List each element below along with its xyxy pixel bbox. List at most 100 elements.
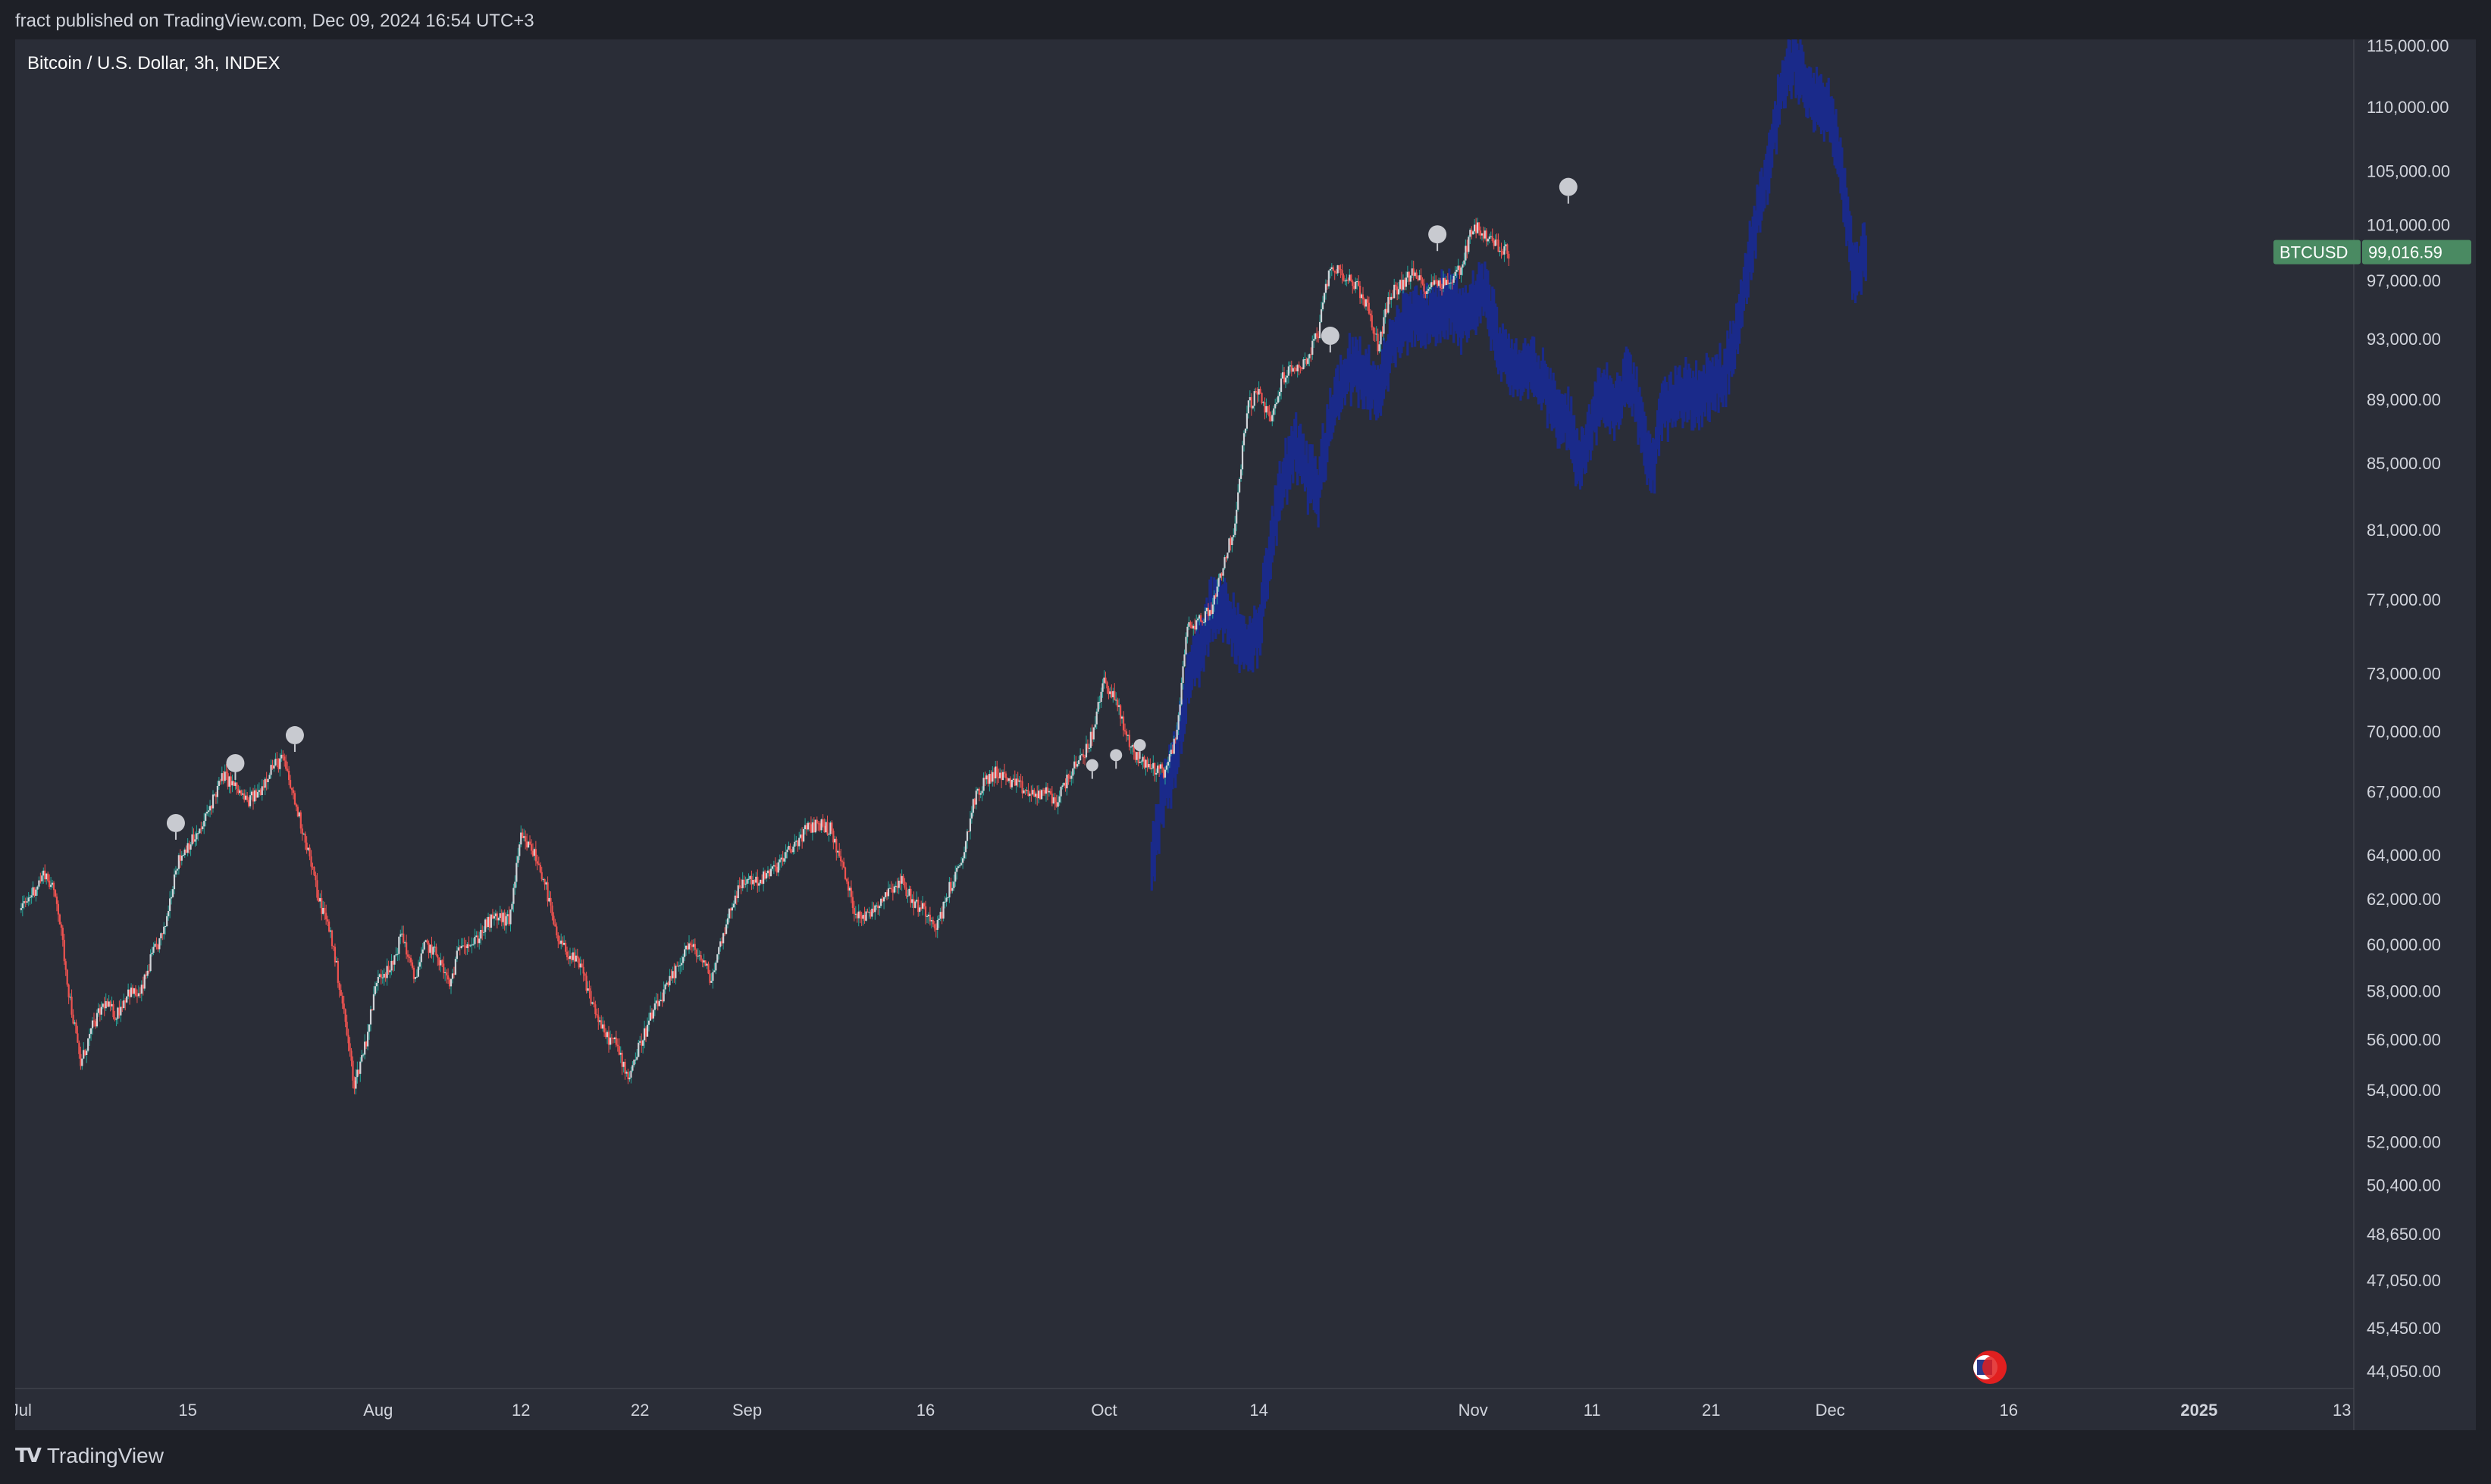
candle-body — [604, 1032, 607, 1038]
candle-body — [428, 942, 430, 953]
candle-body — [673, 971, 675, 978]
candle-body — [1409, 275, 1412, 282]
candle-body — [575, 955, 577, 962]
candle-body — [1255, 391, 1257, 393]
candle-body — [92, 1020, 96, 1022]
candle-body — [959, 865, 961, 867]
candle-body — [606, 1032, 609, 1038]
candle-body — [221, 773, 223, 781]
x-tick-label: 21 — [1702, 1401, 1720, 1420]
candle-body — [890, 888, 892, 890]
candle-body — [771, 866, 773, 869]
candle-body — [515, 863, 518, 882]
price-chart[interactable]: 115,000.00 110,000.00 105,000.00 101,000.00… — [15, 39, 2476, 1430]
candle-body — [206, 812, 208, 814]
candle-body — [1228, 538, 1230, 553]
candle-body — [1152, 762, 1155, 769]
candle-body — [684, 949, 686, 957]
candle-body — [1350, 274, 1352, 281]
candle-body — [939, 912, 942, 919]
candle-body — [779, 859, 781, 863]
candle-body — [1244, 428, 1247, 434]
candle-body — [441, 960, 443, 964]
candle-body — [1186, 626, 1189, 637]
candle-body — [353, 1080, 356, 1089]
candle-body — [362, 1054, 365, 1056]
candle-body — [1323, 293, 1326, 303]
candle-body — [1058, 796, 1061, 803]
candle-body — [732, 903, 735, 908]
time-axis[interactable]: Jul 15 Aug 12 22 Sep 16 Oct 14 Nov 11 21 Dec 16 2025 13 — [15, 1401, 2352, 1420]
candle-body — [1399, 280, 1402, 290]
price-axis[interactable]: 115,000.00 110,000.00 105,000.00 101,000.00… — [2367, 39, 2450, 1381]
candle-body — [860, 916, 863, 919]
candle-body — [1412, 268, 1415, 276]
candle-body — [1462, 264, 1464, 268]
candle-body — [26, 901, 28, 903]
candle-body — [1149, 764, 1152, 769]
candle-body — [58, 914, 61, 925]
candle-body — [1273, 408, 1275, 415]
candle-body — [1465, 246, 1467, 261]
candle-body — [400, 934, 402, 937]
candle-body — [511, 903, 513, 909]
candle-body — [1452, 275, 1455, 283]
candle-body — [935, 928, 937, 930]
candle-body — [831, 822, 833, 831]
candle-body — [845, 878, 848, 882]
candle-body — [274, 759, 277, 766]
candle-body — [1377, 333, 1379, 352]
candle-body — [1208, 610, 1211, 616]
candle-body — [1191, 625, 1193, 629]
candle-body — [1503, 246, 1506, 255]
candle-body — [1293, 368, 1296, 369]
candle-body — [253, 790, 256, 802]
candle-body — [996, 766, 998, 777]
candle-body — [1164, 769, 1167, 778]
candle-body — [811, 822, 813, 833]
candle-body — [599, 1020, 601, 1022]
candle-body — [1435, 280, 1437, 281]
candle-body — [1061, 785, 1064, 787]
candle-body — [327, 919, 329, 922]
candle-body — [1242, 433, 1246, 446]
candle-body — [105, 1000, 107, 1009]
candle-body — [609, 1037, 612, 1045]
candle-body — [186, 843, 189, 853]
candle-body — [829, 822, 832, 834]
candle-body — [508, 914, 510, 925]
candle-body — [341, 995, 343, 1004]
us-flag-event-icon[interactable] — [1973, 1351, 2007, 1384]
candle-body — [280, 754, 283, 759]
candle-body — [463, 945, 465, 947]
candle-body — [902, 875, 904, 882]
candle-body — [412, 967, 415, 979]
candle-body — [865, 911, 867, 921]
candle-body — [35, 889, 37, 896]
candle-body — [752, 880, 754, 884]
tradingview-brand[interactable]: TV TradingView — [15, 1444, 164, 1468]
candle-body — [94, 1021, 97, 1027]
projection-series — [1150, 39, 1867, 891]
candle-body — [647, 1020, 650, 1025]
candle-body — [248, 800, 250, 806]
chart-pane[interactable]: 115,000.00 110,000.00 105,000.00 101,000.00… — [15, 39, 2476, 1430]
candle-body — [1378, 344, 1380, 352]
x-tick-label: 2025 — [2180, 1401, 2217, 1420]
candle-body — [282, 754, 284, 757]
candle-body — [1142, 756, 1144, 762]
candle-body — [1007, 778, 1010, 781]
candle-body — [597, 1015, 600, 1022]
candle-body — [517, 856, 519, 863]
candle-body — [1455, 270, 1458, 272]
brand-name: TradingView — [46, 1444, 164, 1467]
candle-body — [1265, 405, 1267, 413]
candle-body — [1368, 302, 1370, 314]
y-tick-label: 73,000.00 — [2367, 664, 2441, 683]
candle-body — [398, 936, 400, 954]
candle-body — [1035, 794, 1037, 797]
candle-body — [55, 896, 58, 904]
candle-body — [1219, 573, 1221, 578]
candle-body — [743, 879, 745, 885]
candle-body — [265, 778, 268, 783]
